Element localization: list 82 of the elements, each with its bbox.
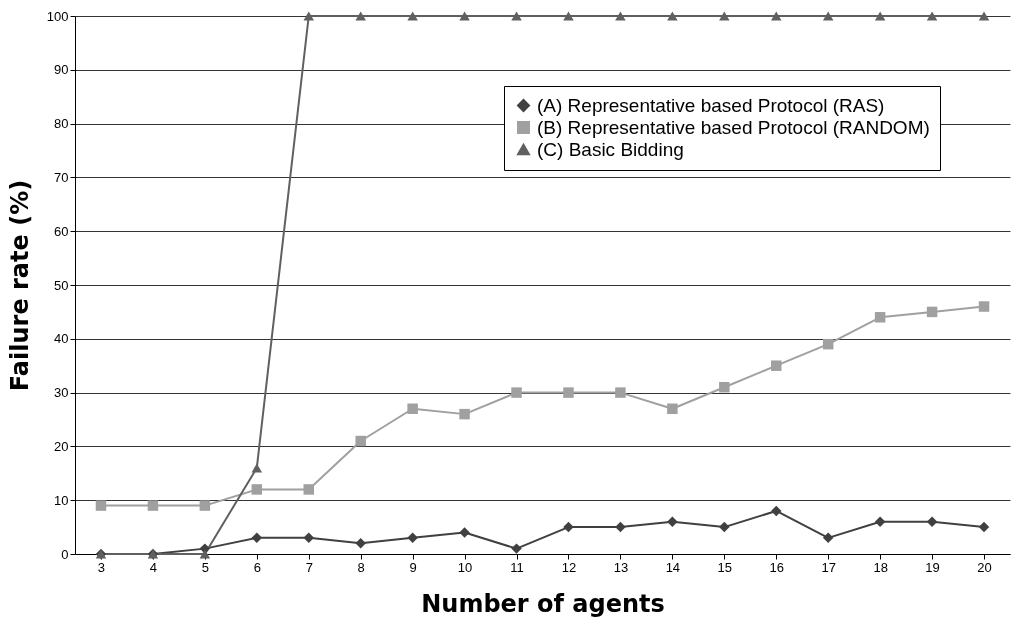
point [147,500,159,511]
y-tick-label: 50 [54,277,69,293]
point [251,484,263,495]
point [199,500,211,511]
x-tick-label: 16 [769,559,784,575]
x-tick-label: 14 [665,559,681,575]
y-tick-label: 40 [54,331,69,347]
x-tick-label: 19 [925,559,940,575]
point [926,306,938,318]
point [874,11,886,21]
point [667,516,678,527]
y-tick-label: 60 [54,223,69,239]
point [303,532,314,544]
point [251,532,263,544]
point [615,11,626,21]
point [874,312,886,323]
y-tick-label: 0 [61,546,69,562]
point [719,381,730,393]
point [822,11,834,21]
x-tick-label: 13 [613,559,629,575]
point [563,387,574,398]
point [511,387,522,398]
point [407,11,418,21]
point [719,521,730,533]
y-tick-label: 100 [46,8,69,24]
point [459,11,470,21]
legend-label: (C) Basic Bidding [537,138,684,160]
x-axis-title: Number of agents [421,589,665,618]
point [407,403,418,414]
point [822,338,834,350]
x-tick-label: 8 [357,559,365,575]
x-tick-label: 15 [717,559,733,575]
point [926,11,938,21]
point [978,11,990,21]
point [459,527,470,538]
y-tick-label: 80 [54,116,69,132]
x-tick-label: 17 [821,559,836,575]
point [355,11,366,21]
point [719,11,730,21]
point [771,11,782,21]
legend-label: (A) Representative based Protocol (RAS) [537,94,885,116]
point [978,301,990,312]
y-tick-label: 20 [54,438,69,454]
point [355,538,366,549]
point [511,11,522,21]
y-tick-label: 10 [54,492,69,508]
x-tick-label: 3 [97,559,106,575]
legend-label: (B) Representative based Protocol (RANDOM) [537,116,930,138]
point [978,521,990,533]
x-tick-label: 12 [561,559,577,575]
point [95,500,107,511]
point [511,543,522,554]
point [615,521,626,533]
point [874,516,886,527]
x-tick-label: 11 [510,559,524,575]
point [667,11,678,21]
point [303,11,314,21]
x-tick-label: 20 [977,559,992,575]
point [771,505,782,517]
x-tick-label: 9 [409,559,417,575]
point [667,403,678,414]
x-tick-label: 7 [305,559,313,575]
point [355,435,366,447]
point [771,360,782,371]
point [199,549,211,559]
point [303,484,314,495]
y-tick-label: 90 [54,62,69,78]
point [407,532,418,544]
x-tick-label: 6 [253,559,261,575]
x-tick-label: 4 [149,559,158,575]
y-axis-title: Failure rate (%) [5,179,34,392]
point [459,408,470,420]
x-tick-label: 5 [201,559,209,575]
point [563,11,574,21]
x-tick-label: 18 [873,559,888,575]
point [615,387,626,398]
point [822,532,834,544]
point [926,516,938,527]
point [563,521,574,533]
x-tick-label: 10 [457,559,473,575]
y-tick-label: 70 [54,169,69,185]
y-tick-label: 30 [54,385,69,401]
